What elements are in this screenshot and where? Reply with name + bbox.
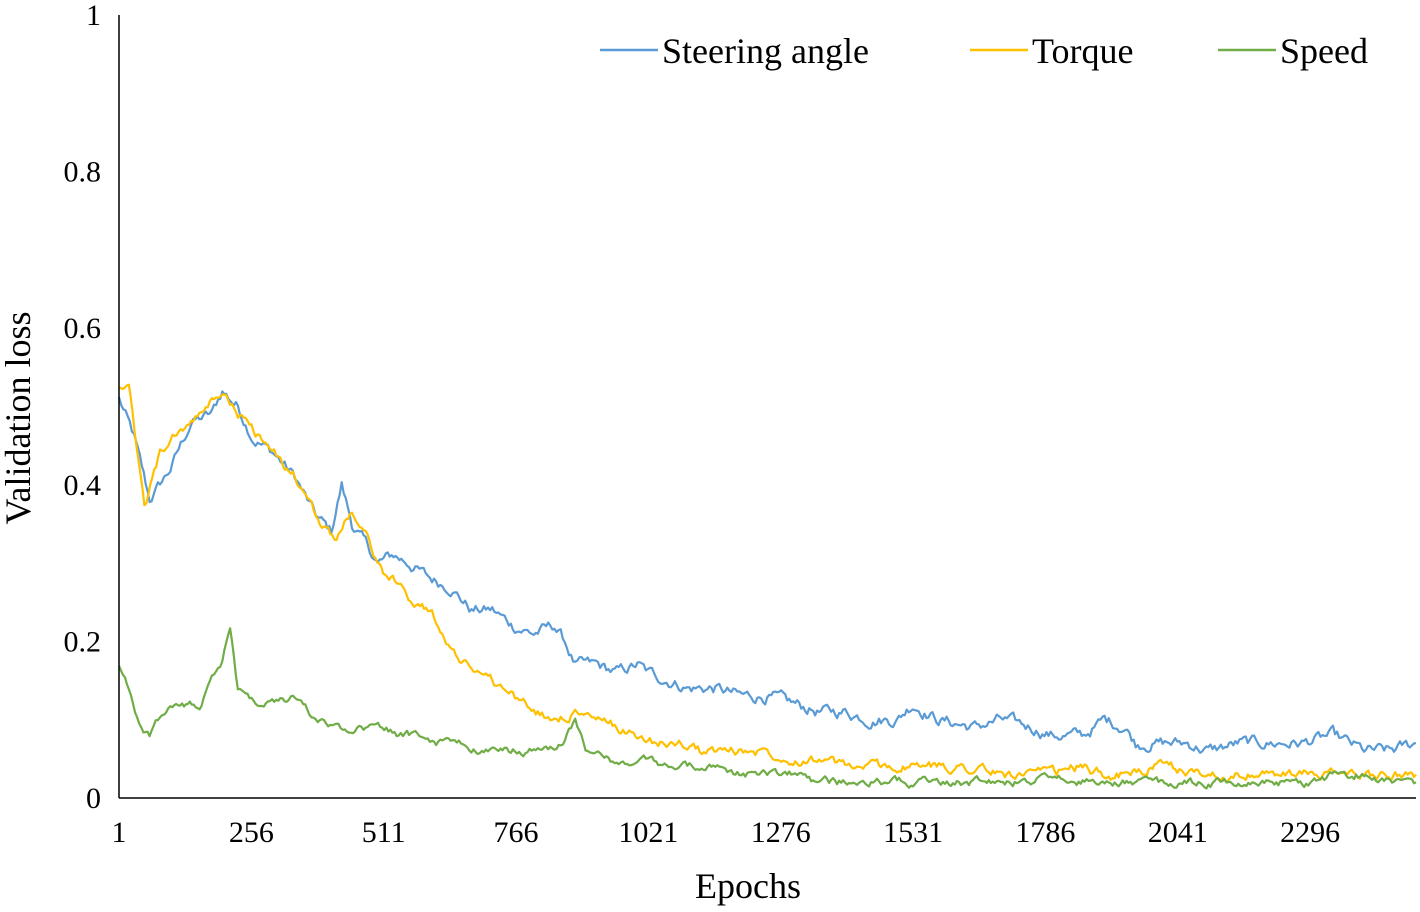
x-tick-labels: 1 256 511 766 1021 1276 1531 1786 2041 2296 <box>112 816 1341 849</box>
x-tick-label: 1021 <box>618 816 678 849</box>
y-tick-labels: 0 0.2 0.4 0.6 0.8 1 <box>64 0 102 815</box>
series-line-torque <box>118 383 1417 783</box>
x-tick-label: 511 <box>362 816 406 849</box>
x-tick-label: 2296 <box>1280 816 1340 849</box>
x-tick-label: 1276 <box>751 816 811 849</box>
y-tick-label: 0 <box>86 782 101 815</box>
y-tick-label: 0.4 <box>64 469 102 502</box>
y-tick-label: 1 <box>86 0 101 32</box>
x-tick-label: 1 <box>112 816 127 849</box>
series-layer <box>117 383 1417 790</box>
y-tick-label: 0.2 <box>64 625 102 658</box>
legend: Steering angle Torque Speed <box>600 31 1368 71</box>
y-tick-label: 0.6 <box>64 312 102 345</box>
x-tick-label: 766 <box>494 816 539 849</box>
series-line-steering-angle <box>117 390 1417 754</box>
x-tick-label: 2041 <box>1148 816 1208 849</box>
legend-label-steering-angle: Steering angle <box>662 31 869 71</box>
legend-label-speed: Speed <box>1280 31 1368 71</box>
x-tick-label: 1531 <box>883 816 943 849</box>
y-axis-title: Validation loss <box>0 312 38 525</box>
series-line-speed <box>117 627 1417 790</box>
x-tick-label: 256 <box>229 816 274 849</box>
axes <box>118 15 1416 799</box>
legend-label-torque: Torque <box>1032 31 1133 71</box>
x-tick-label: 1786 <box>1015 816 1075 849</box>
x-axis-title: Epochs <box>695 866 801 906</box>
y-tick-label: 0.8 <box>64 156 102 189</box>
